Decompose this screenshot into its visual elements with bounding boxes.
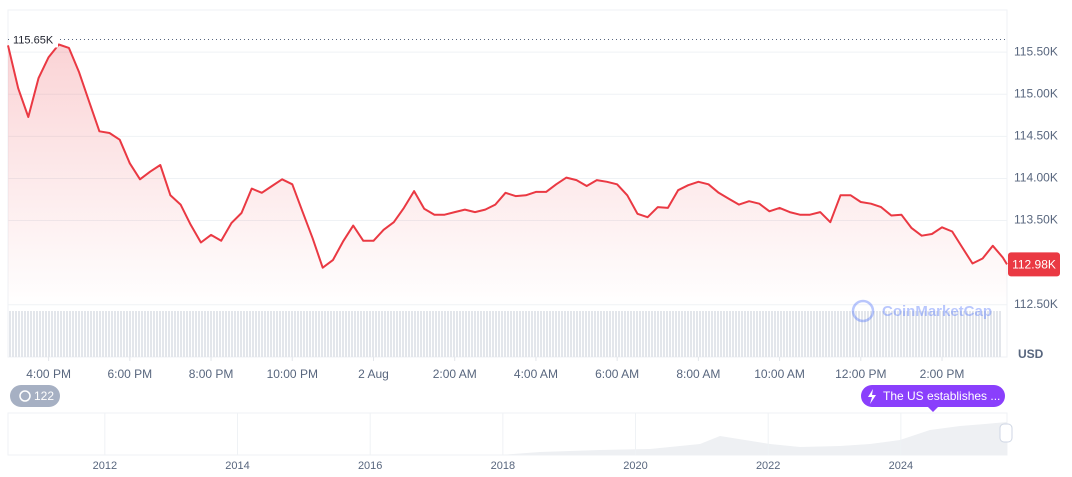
x-tick-label: 8:00 PM <box>189 367 234 381</box>
reference-label: 115.65K <box>13 34 54 46</box>
navigator-tick-label: 2012 <box>93 460 117 472</box>
bolt-icon <box>868 389 876 404</box>
marks <box>7 38 1008 307</box>
badge-bg <box>10 385 60 407</box>
x-tick-label: 12:00 PM <box>835 367 886 381</box>
badge-bg <box>861 385 1005 407</box>
navigator: 2012 2014 2016 2018 2020 2022 2024 <box>7 412 1013 472</box>
x-tick-label: 4:00 AM <box>514 367 558 381</box>
watermark-text: CoinMarketCap <box>882 303 992 320</box>
x-tick-label: 2:00 AM <box>433 367 477 381</box>
y-tick-label: 113.50K <box>1014 213 1058 227</box>
x-tick-label: 2:00 PM <box>920 367 965 381</box>
x-tick-label: 6:00 AM <box>595 367 639 381</box>
navigator-tick-label: 2014 <box>225 460 249 472</box>
y-tick-label: 114.00K <box>1014 171 1058 185</box>
volume-band <box>8 311 1001 357</box>
watermark-logo <box>851 299 875 323</box>
navigator-tick-label: 2020 <box>623 460 647 472</box>
watermark: CoinMarketCap <box>851 299 992 323</box>
clock-icon <box>19 390 31 402</box>
x-tick-label: 10:00 AM <box>754 367 805 381</box>
event-badge[interactable]: The US establishes ... <box>861 385 1005 412</box>
y-axis-label: USD <box>1018 347 1044 361</box>
x-tick-label: 8:00 AM <box>676 367 720 381</box>
current-price-badge <box>1008 252 1060 277</box>
navigator-tick-label: 2024 <box>889 460 913 472</box>
area-fill <box>8 44 1007 307</box>
labels: 112.50K 113.50K 114.00K 114.50K 115.00K 115.5… <box>10 31 1060 381</box>
event-label: The US establishes ... <box>883 389 1000 403</box>
events-count: 122 <box>34 389 54 403</box>
reference-label-bg <box>10 31 58 48</box>
badge-pointer <box>928 407 938 412</box>
current-price-label: 112.98K <box>1012 258 1056 272</box>
navigator-tick-label: 2018 <box>491 460 515 472</box>
y-tick-label: 114.50K <box>1014 129 1058 143</box>
price-line <box>7 43 1008 269</box>
x-tick-label: 10:00 PM <box>267 367 318 381</box>
navigator-area <box>8 422 1007 455</box>
navigator-tick-label: 2022 <box>756 460 780 472</box>
y-tick-label: 115.00K <box>1014 86 1058 100</box>
y-tick-label: 112.50K <box>1014 297 1058 311</box>
x-tick-label: 4:00 PM <box>26 367 71 381</box>
x-tick-label: 6:00 PM <box>107 367 152 381</box>
events-count-badge[interactable]: 122 <box>10 385 60 407</box>
navigator-tick-label: 2016 <box>358 460 382 472</box>
y-tick-label: 115.50K <box>1014 44 1058 58</box>
navigator-handle[interactable] <box>999 423 1013 443</box>
x-tick-label: 2 Aug <box>358 367 389 381</box>
